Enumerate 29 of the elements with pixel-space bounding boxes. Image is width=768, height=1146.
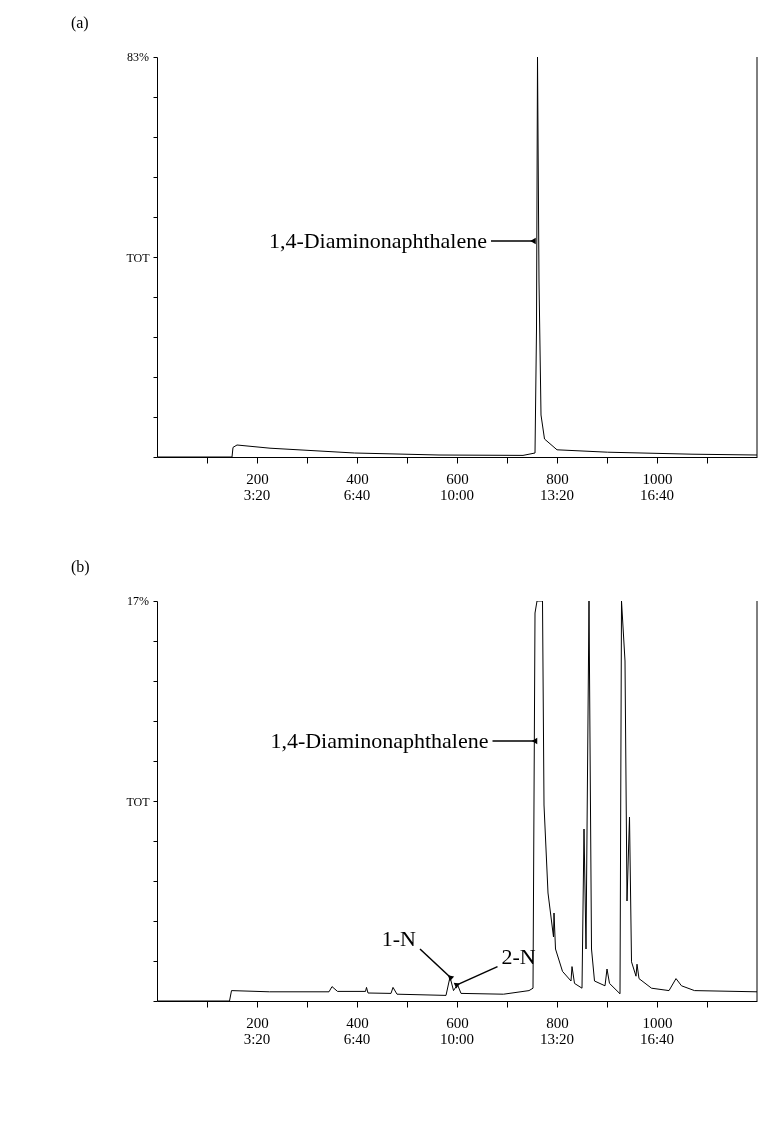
- x-tick-label: 600: [446, 470, 469, 487]
- x2-tick-label: 13:20: [539, 1031, 575, 1047]
- x2-tick-label: 3:20: [243, 487, 271, 503]
- x2-tick-label: 3:20: [243, 1031, 271, 1047]
- annotation: 1,4-Diaminonaphthalene: [268, 228, 487, 253]
- annotation: 1-N: [381, 926, 417, 951]
- y-axis-title: TOT: [126, 250, 151, 265]
- text: 17%: [127, 594, 149, 608]
- x2-tick-label: 13:20: [539, 487, 575, 503]
- x-tick-label: 200: [246, 1014, 269, 1031]
- chart-title: (a): [70, 14, 89, 32]
- x2-tick-label: 16:40: [639, 487, 675, 503]
- x2-tick-label: 6:40: [343, 1031, 371, 1047]
- x-tick-label: 1000: [642, 1014, 673, 1031]
- x-tick-label: 800: [546, 470, 569, 487]
- x2-tick-label: 10:00: [439, 1031, 475, 1047]
- text: 83%: [127, 50, 149, 64]
- x2-tick-label: 16:40: [639, 1031, 675, 1047]
- x-tick-label: 400: [346, 1014, 369, 1031]
- annotation: 1,4-Diaminonaphthalene: [270, 728, 489, 753]
- x-tick-label: 800: [546, 1014, 569, 1031]
- chart-title: (b): [70, 558, 90, 576]
- x-tick-label: 1000: [642, 470, 673, 487]
- x-tick-label: 600: [446, 1014, 469, 1031]
- x-tick-label: 200: [246, 470, 269, 487]
- x-tick-label: 400: [346, 470, 369, 487]
- y-axis-title: TOT: [126, 794, 151, 809]
- x2-tick-label: 6:40: [343, 487, 371, 503]
- x2-tick-label: 10:00: [439, 487, 475, 503]
